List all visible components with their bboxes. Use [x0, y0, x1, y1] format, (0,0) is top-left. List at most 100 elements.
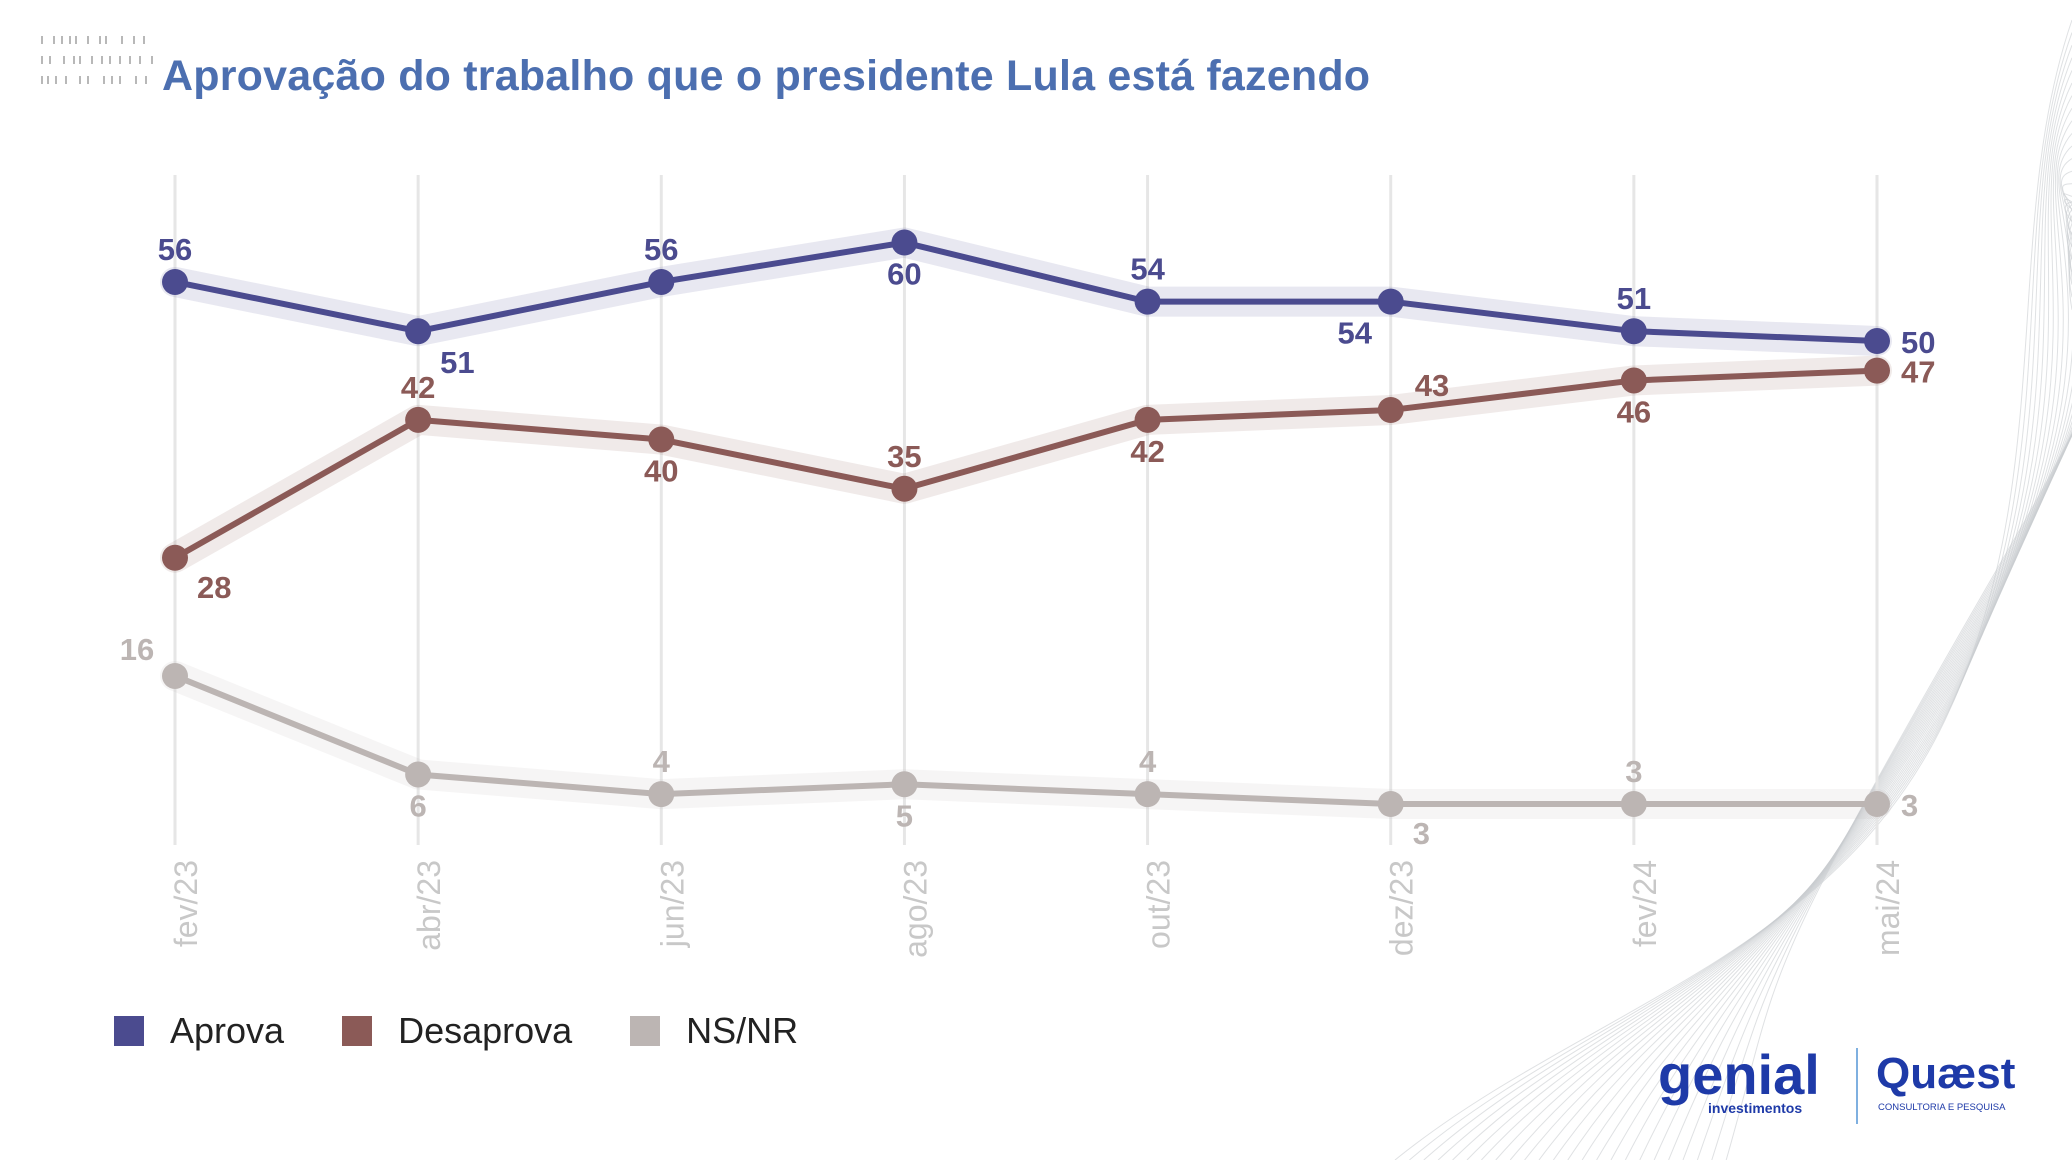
data-label-nsnr: 6	[410, 788, 427, 823]
data-point-nsnr	[1864, 791, 1890, 817]
decorative-wave-line	[1581, 183, 2072, 1160]
legend-label-aprova: Aprova	[170, 1010, 285, 1051]
data-label-aprova: 54	[1337, 316, 1372, 351]
decorative-wave-line	[1452, 70, 2072, 1160]
series-line-desaprova	[173, 367, 1878, 561]
decorative-wave-lines	[1394, 19, 2072, 1160]
legend-swatch-aprova	[114, 1016, 144, 1046]
data-point-desaprova	[405, 406, 432, 433]
data-point-nsnr	[405, 761, 432, 788]
data-label-aprova: 60	[887, 257, 921, 292]
genial-logo: genial	[1658, 1043, 1820, 1106]
decorative-wave-line	[1725, 251, 2072, 1160]
data-point-desaprova	[1134, 406, 1161, 433]
legend-label-desaprova: Desaprova	[398, 1010, 573, 1051]
decorative-wave-line	[1610, 198, 2072, 1160]
decorative-wave-line	[1596, 193, 2072, 1160]
decorative-wave-line	[1437, 57, 2072, 1160]
x-tick-label: fev/24	[1627, 860, 1663, 947]
decorative-wave-line	[1466, 82, 2072, 1160]
data-point-desaprova	[1620, 367, 1647, 394]
data-point-nsnr	[1377, 791, 1404, 817]
x-tick-label: abr/23	[411, 860, 447, 951]
x-tick-label: jun/23	[654, 860, 690, 948]
data-point-aprova	[891, 229, 918, 256]
decorative-wave-line	[1409, 32, 2072, 1160]
x-tick-label: fev/23	[168, 860, 204, 947]
data-label-nsnr: 4	[653, 744, 671, 779]
quaest-logo: Quæst	[1876, 1049, 2016, 1098]
series-band-nsnr	[160, 660, 1892, 819]
x-tick-label: dez/23	[1384, 860, 1420, 956]
legend-swatch-nsnr	[630, 1016, 661, 1046]
decorative-wave-line	[1668, 215, 2072, 1160]
decorative-wave-line	[1639, 204, 2072, 1160]
genial-logo-subtitle: investimentos	[1708, 1100, 1802, 1116]
x-tick-label: ago/23	[897, 860, 933, 958]
decorative-wave-line	[1624, 201, 2072, 1160]
decorative-wave-line	[1423, 45, 2072, 1160]
legend-item-aprova: Aprova	[114, 1010, 284, 1052]
data-label-desaprova: 28	[197, 570, 231, 605]
data-label-aprova: 51	[1617, 281, 1651, 316]
data-label-aprova: 50	[1901, 325, 1935, 360]
x-axis-ticks: fev/23 abr/23 jun/23 ago/23 out/23 dez/23 fev/…	[168, 860, 1906, 958]
data-point-aprova	[648, 268, 675, 295]
decorative-wave-line	[1696, 231, 2072, 1160]
series-line-nsnr	[173, 673, 1877, 807]
data-point-aprova	[1620, 318, 1647, 345]
data-point-nsnr	[891, 771, 918, 798]
decorative-wave-line	[1653, 209, 2072, 1160]
decorative-wave-line	[1509, 120, 2072, 1160]
partner-logos: genial investimentos Quæst CONSULTORIA E…	[1658, 1043, 2016, 1124]
chart-legend: Aprova Desaprova NS/NR	[114, 1010, 856, 1052]
data-point-desaprova	[1864, 357, 1890, 384]
decorative-dash-marks	[41, 36, 153, 84]
data-point-nsnr	[1620, 791, 1647, 817]
decorative-wave-line	[1481, 95, 2072, 1160]
data-point-aprova	[1864, 328, 1890, 355]
data-point-desaprova	[648, 426, 675, 453]
decorative-wave-line	[1495, 107, 2072, 1160]
data-label-aprova: 54	[1130, 252, 1165, 287]
data-label-desaprova: 46	[1617, 394, 1651, 429]
data-label-aprova: 56	[644, 232, 678, 267]
data-label-nsnr: 5	[896, 798, 913, 833]
legend-item-nsnr: NS/NR	[630, 1010, 798, 1052]
decorative-wave-line	[1711, 240, 2072, 1160]
data-label-aprova: 56	[158, 232, 192, 267]
data-label-desaprova: 47	[1901, 355, 1935, 390]
data-label-nsnr: 3	[1413, 816, 1430, 851]
data-label-nsnr: 3	[1625, 754, 1642, 789]
data-point-aprova	[405, 318, 432, 345]
decorative-wave-line	[1394, 19, 2072, 1160]
series-line-aprova	[174, 239, 1878, 345]
data-point-nsnr	[1134, 781, 1161, 808]
decorative-wave-line	[1538, 145, 2072, 1160]
data-label-desaprova: 42	[1130, 434, 1164, 469]
legend-swatch-desaprova	[342, 1016, 373, 1046]
data-point-desaprova	[891, 475, 918, 502]
data-point-desaprova	[162, 544, 188, 571]
data-label-nsnr: 3	[1901, 788, 1918, 823]
quaest-logo-subtitle: CONSULTORIA E PESQUISA	[1878, 1102, 2006, 1113]
data-label-desaprova: 43	[1415, 368, 1449, 403]
decorative-wave-line	[1682, 222, 2072, 1160]
x-tick-label: out/23	[1141, 860, 1177, 949]
data-point-aprova	[162, 268, 188, 295]
chart-title: Aprovação do trabalho que o presidente L…	[162, 52, 1371, 100]
data-point-nsnr	[162, 662, 188, 689]
legend-label-nsnr: NS/NR	[686, 1010, 799, 1051]
data-label-desaprova: 42	[401, 370, 435, 405]
x-tick-label: mai/24	[1870, 860, 1906, 956]
series-lines	[173, 239, 1878, 807]
data-point-aprova	[1377, 288, 1404, 315]
data-label-nsnr: 16	[120, 632, 154, 667]
data-label-nsnr: 4	[1139, 744, 1157, 779]
legend-item-desaprova: Desaprova	[342, 1010, 572, 1052]
series-points	[162, 229, 1890, 817]
data-point-aprova	[1134, 288, 1161, 315]
data-label-desaprova: 35	[887, 439, 921, 474]
